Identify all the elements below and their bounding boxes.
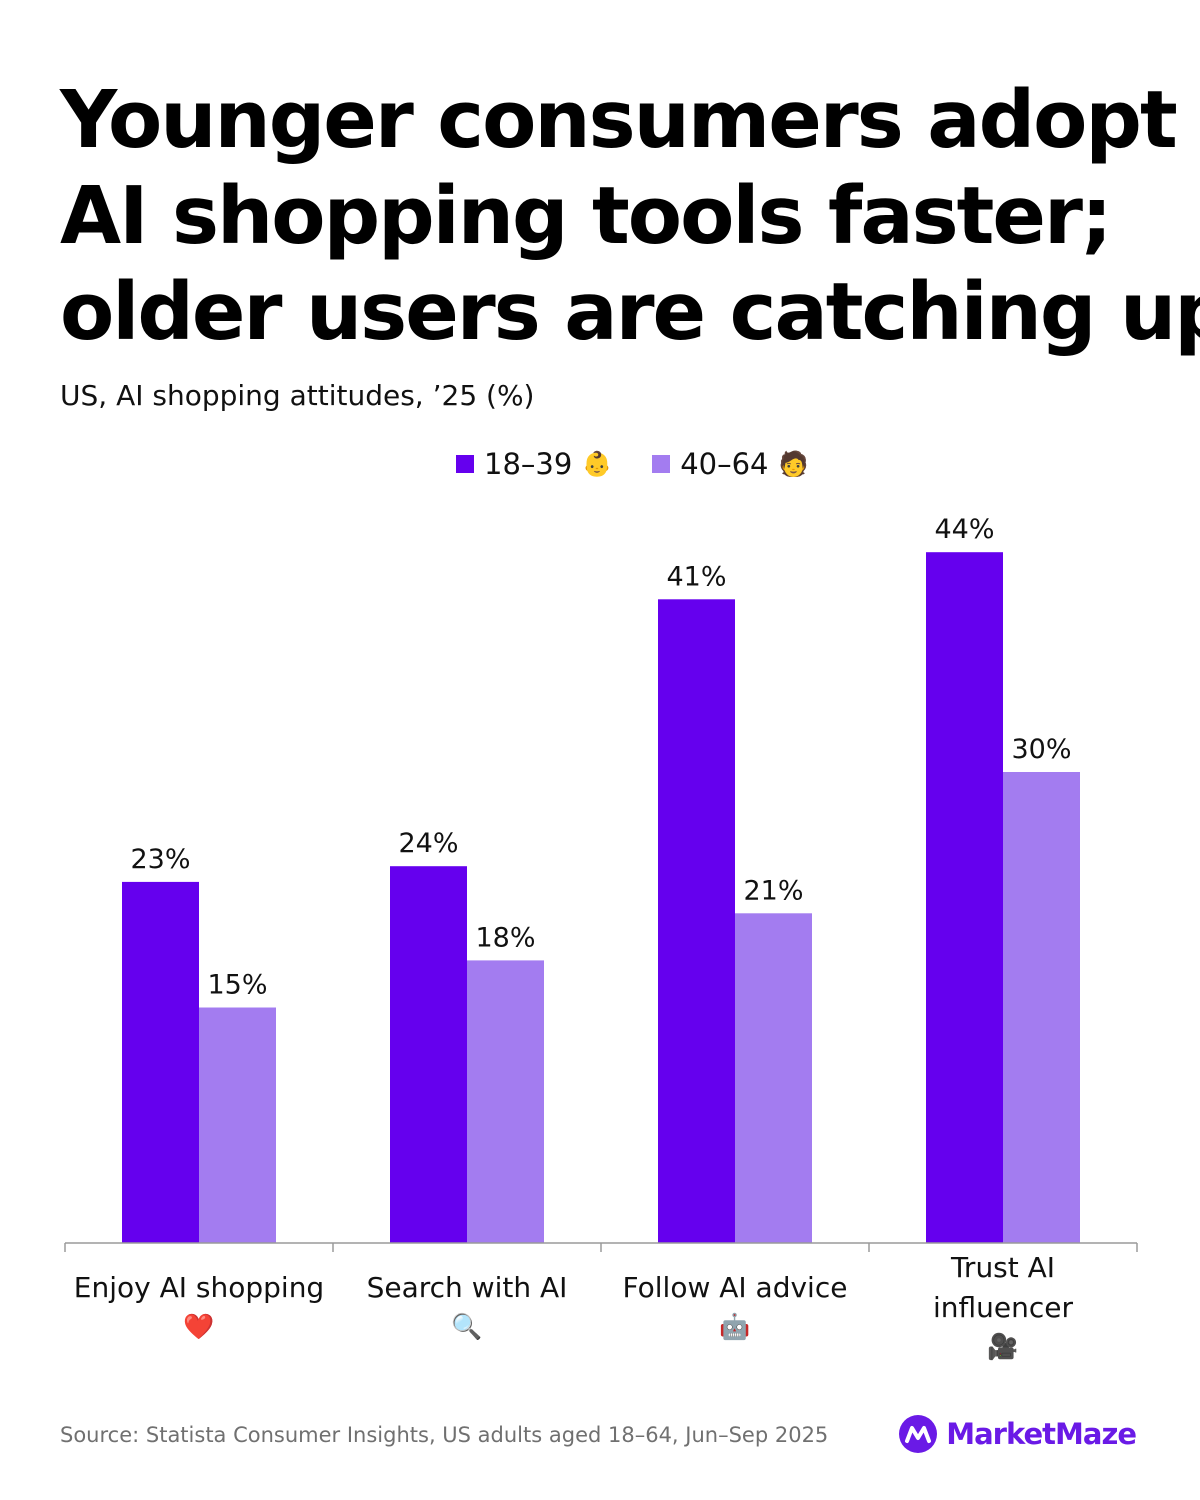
chart-title: Younger consumers adopt AI shopping tool… (60, 72, 1200, 360)
data-label-40-64-3: 30% (1011, 734, 1071, 765)
legend-item-40-64: 40–64 🧑 (652, 447, 808, 481)
bar-18-39-0 (122, 881, 199, 1243)
robot-icon: 🤖 (719, 1312, 750, 1341)
x-tick-label-1-0: Search with AI (367, 1271, 568, 1304)
baby-icon: 👶 (582, 450, 613, 478)
bar-chart: 23% 15% Enjoy AI shopping ❤️ 24% 18% Search wi… (64, 514, 1138, 1361)
marketmaze-logo-icon (899, 1415, 938, 1453)
legend-item-18-39: 18–39 👶 (456, 447, 612, 481)
title-line-1: Younger consumers adopt (60, 74, 1178, 166)
bar-18-39-3 (926, 552, 1003, 1243)
person-icon: 🧑 (778, 450, 809, 478)
camera-icon: 🎥 (987, 1332, 1018, 1361)
bar-18-39-1 (390, 866, 467, 1243)
data-label-18-39-2: 41% (666, 561, 726, 592)
data-label-18-39-1: 24% (398, 828, 458, 859)
data-label-18-39-0: 23% (130, 844, 190, 875)
legend: 18–39 👶 40–64 🧑 (456, 444, 808, 484)
bar-40-64-3 (1003, 772, 1080, 1243)
bar-40-64-2 (735, 913, 812, 1243)
data-label-40-64-0: 15% (207, 970, 267, 1001)
x-tick-label-0-0: Enjoy AI shopping (74, 1271, 324, 1304)
bar-40-64-1 (467, 960, 544, 1243)
heart-icon: ❤️ (183, 1312, 215, 1341)
legend-label-18-39: 18–39 (484, 447, 573, 481)
legend-swatch-18-39 (456, 455, 474, 473)
bar-40-64-0 (199, 1007, 276, 1243)
legend-swatch-40-64 (652, 455, 671, 473)
title-line-3: older users are catching up (60, 266, 1200, 358)
data-label-18-39-3: 44% (934, 514, 994, 545)
brand-name: MarketMaze (946, 1417, 1137, 1451)
x-tick-label-3-1: influencer (933, 1291, 1074, 1324)
x-tick-label-3-0: Trust AI (950, 1251, 1055, 1284)
x-tick-label-2-0: Follow AI advice (623, 1271, 848, 1304)
brand: MarketMaze (898, 1412, 1137, 1456)
bar-18-39-2 (658, 599, 735, 1243)
chart-subtitle: US, AI shopping attitudes, ’25 (%) (60, 379, 535, 412)
data-label-40-64-2: 21% (743, 875, 803, 906)
title-line-2: AI shopping tools faster; (60, 170, 1113, 262)
legend-label-40-64: 40–64 (680, 447, 769, 481)
magnifier-icon: 🔍 (451, 1310, 482, 1341)
source-note: Source: Statista Consumer Insights, US a… (60, 1423, 829, 1447)
data-label-40-64-1: 18% (475, 922, 535, 953)
